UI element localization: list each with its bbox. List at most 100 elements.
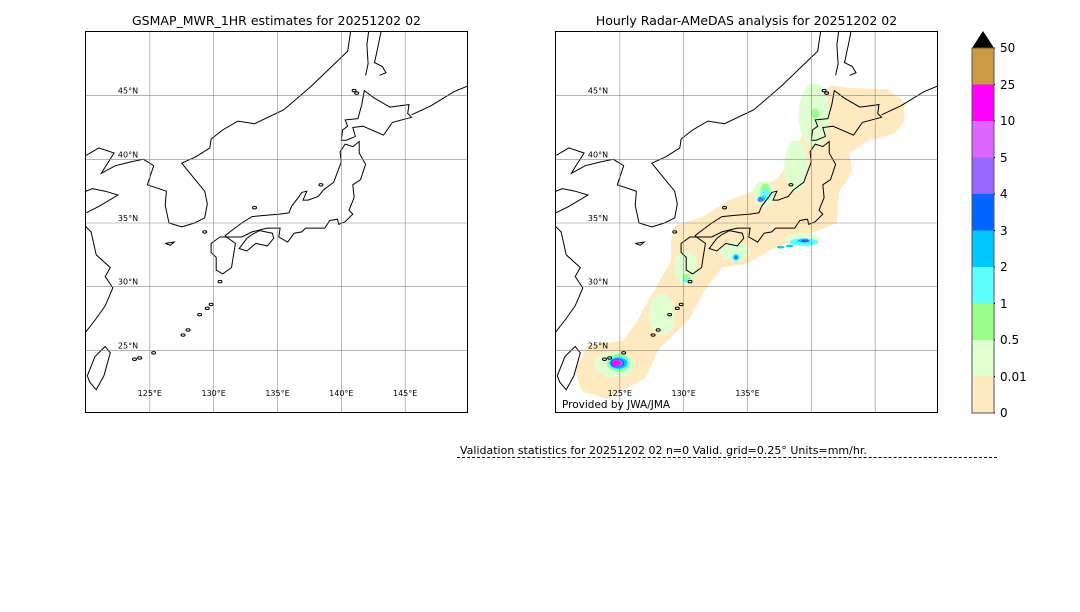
precipitation-cell <box>804 238 809 241</box>
latitude-label: 45°N <box>118 87 138 96</box>
colorbar-label: 3 <box>1000 223 1008 238</box>
latitude-label: 30°N <box>588 278 608 287</box>
latitude-label: 30°N <box>118 278 138 287</box>
map-canvas: 45°N 40°N 35°N 30°N 25°N 125°E 130°E 135°E 140°E… <box>86 32 467 412</box>
colorbar-segment <box>972 267 994 304</box>
island <box>318 183 324 187</box>
island <box>204 306 210 311</box>
colorbar-segment <box>972 376 994 413</box>
coastline-sakhalin_e <box>373 32 387 76</box>
colorbar-label: 5 <box>1000 150 1008 165</box>
precipitation-cell <box>649 294 675 336</box>
island <box>621 351 627 355</box>
colorbar-extend-arrow <box>972 31 994 48</box>
colorbar-segment <box>972 194 994 231</box>
latitude-label: 40°N <box>118 150 138 159</box>
colorbar-label: 50 <box>1000 41 1016 55</box>
coastline-hokkaido <box>810 89 883 141</box>
longitude-label: 135°E <box>265 389 289 398</box>
colorbar-label: 10 <box>1000 114 1016 128</box>
precipitation-cell <box>811 108 819 119</box>
precipitation-cell <box>611 360 621 366</box>
coastline-china <box>86 226 114 333</box>
island <box>687 279 693 284</box>
island <box>137 356 143 360</box>
precipitation-cell <box>758 198 763 202</box>
latitude-label: 40°N <box>588 150 608 159</box>
radar-amedas-map: 45°N 40°N 35°N 30°N 25°N 125°E 130°E 135°E Provi… <box>555 31 938 413</box>
colorbar-segment <box>972 230 994 267</box>
island <box>180 333 186 337</box>
latitude-label: 25°N <box>588 341 608 350</box>
map-canvas: 45°N 40°N 35°N 30°N 25°N 125°E 130°E 135°E Provi… <box>556 32 937 412</box>
coastline-sakhalin_e <box>843 32 857 76</box>
precipitation-cell <box>776 245 785 249</box>
colorbar-label: 2 <box>1000 260 1008 274</box>
coastline-shikoku <box>708 230 745 252</box>
latitude-label: 35°N <box>588 214 608 223</box>
coastline-shandong <box>556 188 590 214</box>
island <box>208 302 214 307</box>
island <box>151 351 157 355</box>
island <box>824 91 830 95</box>
coastline-kurils <box>881 85 937 116</box>
colorbar-scale <box>971 31 995 414</box>
island <box>217 279 223 284</box>
island <box>672 230 678 234</box>
island <box>655 328 661 332</box>
coastline-china <box>556 226 584 333</box>
island <box>354 91 360 95</box>
coastline-kyushu <box>210 236 236 275</box>
coastline-kurils <box>411 85 467 116</box>
colorbar-label: 25 <box>1000 77 1016 92</box>
island <box>722 206 728 210</box>
coastline-asia <box>556 32 822 228</box>
right-map-title: Hourly Radar-AMeDAS analysis for 2025120… <box>595 13 898 28</box>
longitude-label: 125°E <box>138 389 162 398</box>
island <box>650 333 656 337</box>
colorbar-label: 1 <box>1000 296 1008 311</box>
island <box>821 88 827 93</box>
coastline-shikoku <box>238 230 275 252</box>
island <box>202 230 208 234</box>
island <box>252 206 258 210</box>
precipitation-cell <box>719 242 751 260</box>
colorbar-label: 0.5 <box>1000 333 1020 347</box>
coastline-sakhalin_w <box>835 32 840 76</box>
precipitation-cell <box>734 256 738 259</box>
coastline-jeju <box>165 241 176 246</box>
coastline-sakhalin_w <box>365 32 370 76</box>
colorbar-segment <box>972 84 994 121</box>
gsmap-map: 45°N 40°N 35°N 30°N 25°N 125°E 130°E 135°E 140°E… <box>85 31 468 413</box>
colorbar-segment <box>972 157 994 194</box>
island <box>607 356 613 360</box>
island <box>674 306 680 311</box>
island <box>667 312 673 317</box>
coastline-shandong <box>86 188 120 214</box>
data-credit: Provided by JWA/JMA <box>562 399 671 411</box>
precipitation-cell <box>784 140 808 192</box>
colorbar-segment <box>972 121 994 158</box>
coastline-jeju <box>635 241 646 246</box>
left-map-title: GSMAP_MWR_1HR estimates for 20251202 02 <box>132 13 421 28</box>
island <box>788 183 794 187</box>
longitude-label: 135°E <box>735 389 759 398</box>
coastline-taiwan <box>86 345 111 391</box>
coastline-taiwan <box>556 345 581 391</box>
colorbar-label: 4 <box>1000 187 1008 201</box>
precipitation-cell <box>761 188 770 199</box>
validation-statistics-text: Validation statistics for 20251202 02 n=… <box>460 444 867 457</box>
coastline-asia <box>86 32 352 228</box>
precipitation-cell <box>785 244 794 248</box>
longitude-label: 145°E <box>393 389 417 398</box>
latitude-label: 25°N <box>118 341 138 350</box>
island <box>132 357 138 361</box>
colorbar-label: 0.01 <box>1000 369 1027 384</box>
longitude-label: 125°E <box>608 389 632 398</box>
longitude-label: 130°E <box>672 389 696 398</box>
colorbar-segment <box>972 340 994 377</box>
colorbar-label: 0 <box>1000 406 1008 420</box>
validation-divider <box>457 457 997 458</box>
colorbar: 0 0.01 0.5 1 2 3 4 5 10 25 50 <box>971 31 1041 420</box>
colorbar-segment <box>972 303 994 340</box>
